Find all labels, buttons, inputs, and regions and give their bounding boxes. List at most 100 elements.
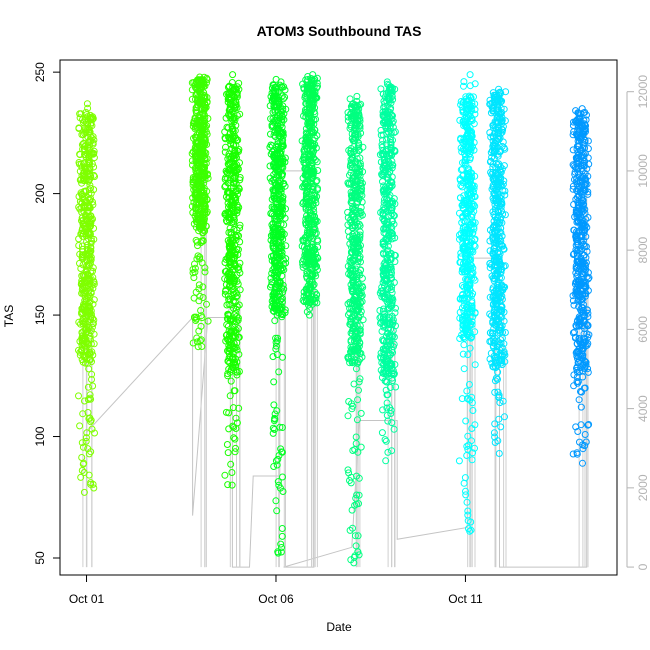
data-point [88,376,95,383]
data-point [228,481,236,489]
data-point [83,111,91,119]
data-point [496,202,504,210]
data-point [352,130,360,138]
data-point [471,421,479,429]
data-point [75,392,82,400]
data-point [347,281,355,289]
data-point [492,297,500,305]
data-point [456,209,463,217]
data-point [272,457,280,465]
data-point [583,330,591,338]
data-point [468,99,476,107]
data-point [347,338,355,346]
data-point [226,257,233,265]
data-point [461,229,469,237]
data-point [221,290,229,298]
data-point [307,167,315,175]
data-point [500,105,508,113]
data-point [386,384,394,391]
data-point [304,254,312,262]
data-point [75,242,83,249]
data-point [192,152,200,160]
data-point [351,532,359,540]
data-point [305,256,313,264]
data-point [467,308,475,316]
data-point [222,174,230,182]
data-point [271,410,279,418]
data-point [347,352,355,360]
data-point [495,258,503,266]
data-point [500,340,508,348]
data-point [278,532,286,540]
data-point [201,192,209,200]
data-point [231,435,239,443]
data-point [89,319,97,327]
data-point [78,179,86,187]
data-point [78,199,86,207]
data-point [279,197,287,205]
data-point [195,213,203,220]
data-point [300,237,308,245]
data-point [203,300,210,308]
data-point [379,290,387,297]
data-point [228,270,236,278]
data-point [380,203,388,211]
data-point [312,263,320,271]
data-point [346,526,354,534]
data-point [385,81,393,89]
data-point [349,222,356,230]
data-point [348,235,356,243]
data-point [463,452,471,459]
data-point [378,429,386,437]
data-point [500,348,508,356]
data-point [275,203,283,211]
data-point [270,243,278,251]
data-point [89,139,97,147]
data-point [465,150,473,158]
data-point [306,138,314,146]
data-point [388,229,396,237]
data-point [230,191,238,199]
data-point [269,429,277,437]
data-point [344,214,352,222]
data-point [233,292,241,300]
data-point [460,317,467,325]
data-point [351,112,358,120]
data-point [350,174,357,182]
data-point [357,187,365,195]
data-point [230,285,238,293]
data-point [267,130,274,138]
data-point [313,236,321,244]
data-point [78,242,86,250]
data-point [386,314,394,322]
data-point [272,198,280,206]
data-point [352,248,360,256]
data-point [582,361,590,369]
data-point [347,198,355,206]
data-point [81,219,89,227]
data-point [574,109,582,117]
data-point [383,411,391,419]
data-point [357,443,365,451]
data-point [229,297,237,305]
data-point [577,421,585,429]
data-point [384,242,392,250]
data-point [272,345,280,353]
data-point [271,159,279,167]
data-point [353,92,361,100]
data-point [345,398,353,405]
data-point [269,424,277,432]
data-point [353,307,361,315]
data-point [494,218,502,226]
data-point [222,209,230,217]
data-point [273,284,281,292]
data-point [467,225,475,232]
data-point [492,348,500,356]
data-point [269,210,276,218]
data-point [492,374,500,382]
data-point [355,551,363,559]
data-point [191,264,199,272]
data-point [77,473,85,481]
data-point [377,353,385,361]
data-point [579,197,587,205]
